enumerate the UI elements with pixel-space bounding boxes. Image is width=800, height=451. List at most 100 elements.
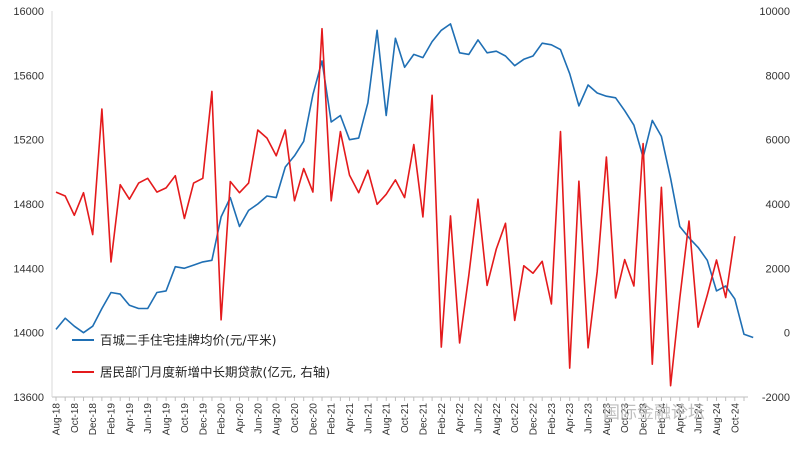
data-point-price bbox=[220, 216, 222, 218]
data-point-loans bbox=[495, 248, 497, 250]
data-point-loans bbox=[165, 187, 167, 189]
data-point-loans bbox=[248, 182, 250, 184]
x-tick-label: Aug-23 bbox=[602, 403, 613, 436]
data-point-loans bbox=[303, 168, 305, 170]
data-point-loans bbox=[523, 265, 525, 267]
data-point-loans bbox=[596, 271, 598, 273]
data-point-price bbox=[266, 195, 268, 197]
data-point-price bbox=[715, 290, 717, 292]
x-tick-label: Aug-22 bbox=[492, 403, 503, 436]
data-point-price bbox=[413, 53, 415, 55]
x-tick-label: Dec-20 bbox=[308, 403, 319, 436]
x-tick-label: Dec-18 bbox=[88, 403, 99, 436]
data-point-loans bbox=[156, 191, 158, 193]
data-point-loans bbox=[725, 297, 727, 299]
x-tick-label: Dec-19 bbox=[198, 403, 209, 436]
data-point-price bbox=[119, 293, 121, 295]
data-point-price bbox=[339, 114, 341, 116]
data-point-loans bbox=[55, 191, 57, 193]
x-tick-label: Jun-23 bbox=[584, 403, 595, 434]
data-point-price bbox=[284, 166, 286, 168]
data-point-loans bbox=[128, 198, 130, 200]
y-right-tick-label: 8000 bbox=[766, 70, 790, 82]
data-point-loans bbox=[440, 346, 442, 348]
data-point-price bbox=[404, 66, 406, 68]
y-right-tick-label: 6000 bbox=[766, 135, 790, 147]
data-point-loans bbox=[229, 180, 231, 182]
data-point-price bbox=[660, 135, 662, 137]
data-point-price bbox=[605, 95, 607, 97]
data-point-loans bbox=[605, 156, 607, 158]
y-left-tick-label: 15200 bbox=[13, 135, 44, 147]
y-right-tick-label: -2000 bbox=[762, 392, 790, 404]
data-point-price bbox=[64, 317, 66, 319]
x-tick-label: Jun-24 bbox=[694, 403, 705, 434]
data-point-loans bbox=[734, 235, 736, 237]
data-point-price bbox=[523, 58, 525, 60]
data-point-loans bbox=[504, 222, 506, 224]
data-point-price bbox=[174, 266, 176, 268]
data-point-price bbox=[330, 121, 332, 123]
y-right-tick-label: 0 bbox=[784, 328, 790, 340]
x-tick-label: Aug-21 bbox=[382, 403, 393, 436]
data-point-loans bbox=[330, 200, 332, 202]
data-point-loans bbox=[321, 28, 323, 30]
data-point-price bbox=[92, 325, 94, 327]
data-point-loans bbox=[422, 216, 424, 218]
x-tick-label: Oct-20 bbox=[290, 403, 301, 433]
data-point-loans bbox=[633, 285, 635, 287]
x-tick-label: Oct-18 bbox=[70, 403, 81, 433]
x-tick-label: Dec-23 bbox=[639, 403, 650, 436]
data-point-price bbox=[376, 29, 378, 31]
data-point-price bbox=[468, 53, 470, 55]
data-point-loans bbox=[385, 193, 387, 195]
data-point-loans bbox=[358, 192, 360, 194]
y-left-tick-label: 13600 bbox=[13, 392, 44, 404]
data-point-loans bbox=[679, 297, 681, 299]
x-tick-label: Dec-21 bbox=[418, 403, 429, 436]
y-left-tick-label: 15600 bbox=[13, 70, 44, 82]
data-point-loans bbox=[615, 297, 617, 299]
data-point-loans bbox=[541, 260, 543, 262]
data-point-price bbox=[394, 37, 396, 39]
data-point-price bbox=[495, 50, 497, 52]
data-point-loans bbox=[312, 191, 314, 193]
data-point-loans bbox=[624, 259, 626, 261]
x-tick-label: Aug-24 bbox=[712, 403, 723, 436]
data-point-price bbox=[82, 332, 84, 334]
data-point-loans bbox=[339, 131, 341, 133]
data-point-price bbox=[725, 285, 727, 287]
data-point-loans bbox=[468, 274, 470, 276]
data-point-loans bbox=[101, 108, 103, 110]
data-point-loans bbox=[578, 180, 580, 182]
x-tick-label: Aug-20 bbox=[272, 403, 283, 436]
data-point-price bbox=[238, 225, 240, 227]
data-point-loans bbox=[706, 294, 708, 296]
data-point-loans bbox=[431, 94, 433, 96]
data-point-loans bbox=[73, 214, 75, 216]
x-tick-label: Aug-19 bbox=[162, 403, 173, 436]
legend-label-price: 百城二手住宅挂牌均价(元/平米) bbox=[100, 333, 276, 348]
data-point-price bbox=[248, 209, 250, 211]
data-point-price bbox=[275, 197, 277, 199]
y-left-tick-label: 16000 bbox=[13, 6, 44, 18]
y-left-tick-label: 14800 bbox=[13, 199, 44, 211]
data-point-loans bbox=[220, 319, 222, 321]
data-point-loans bbox=[348, 174, 350, 176]
data-point-loans bbox=[688, 220, 690, 222]
data-point-loans bbox=[651, 363, 653, 365]
data-point-loans bbox=[459, 342, 461, 344]
data-point-loans bbox=[257, 129, 259, 131]
y-left-tick-label: 14000 bbox=[13, 328, 44, 340]
x-tick-label: Jun-22 bbox=[473, 403, 484, 434]
data-point-price bbox=[211, 259, 213, 261]
data-point-loans bbox=[559, 131, 561, 133]
data-point-loans bbox=[486, 284, 488, 286]
data-point-price bbox=[706, 259, 708, 261]
data-point-loans bbox=[266, 137, 268, 139]
data-point-price bbox=[257, 203, 259, 205]
data-point-price bbox=[633, 124, 635, 126]
data-point-loans bbox=[367, 169, 369, 171]
